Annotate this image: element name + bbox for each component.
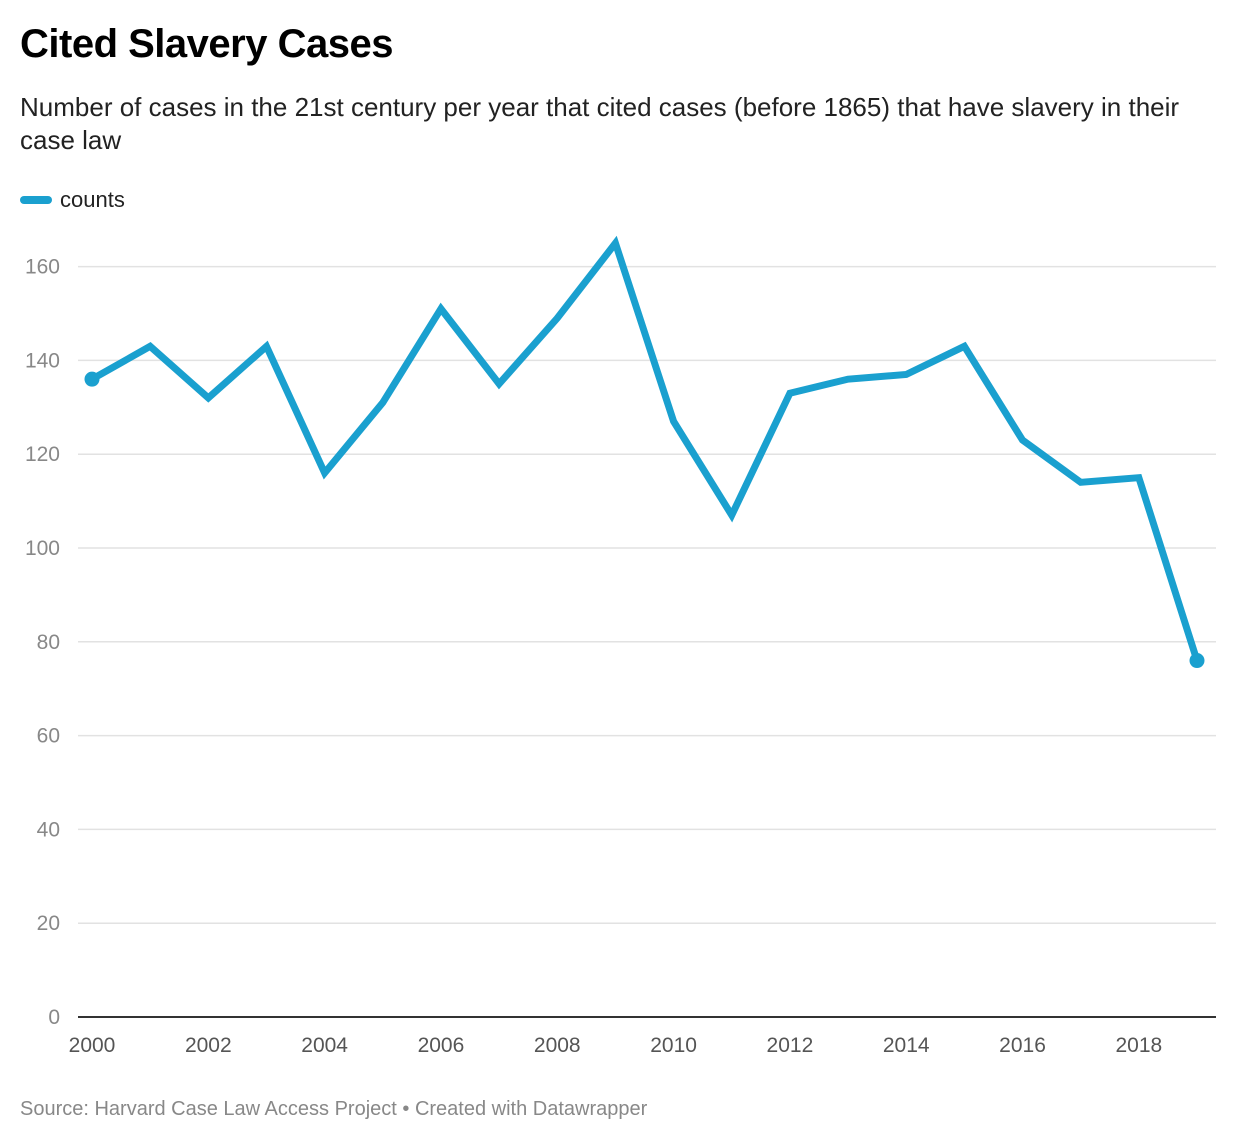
x-tick-label-2018: 2018	[1115, 1034, 1162, 1057]
chart-subtitle: Number of cases in the 21st century per …	[20, 92, 1180, 155]
source-footer: Source: Harvard Case Law Access Project …	[20, 1098, 648, 1120]
legend-label-counts: counts	[60, 187, 125, 212]
x-tick-label-2006: 2006	[418, 1034, 465, 1057]
y-tick-label-160: 160	[25, 256, 60, 279]
y-tick-label-0: 0	[48, 1006, 60, 1029]
y-tick-label-120: 120	[25, 443, 60, 466]
series-line-counts	[90, 235, 1201, 662]
y-axis-labels: 0 20 40 60 80 100 120 140 160	[25, 256, 60, 1029]
x-tick-label-2012: 2012	[767, 1034, 814, 1057]
x-tick-label-2002: 2002	[185, 1034, 232, 1057]
y-tick-label-80: 80	[37, 631, 60, 654]
y-tick-label-20: 20	[37, 912, 60, 935]
legend-swatch-counts	[20, 196, 52, 204]
y-tick-label-60: 60	[37, 725, 60, 748]
data-point-2019	[1189, 653, 1205, 669]
legend: counts	[20, 187, 125, 213]
x-axis-labels: 2000 2002 2004 2006 2008 2010 2012 2014 2016 2018	[69, 1034, 1163, 1057]
chart-title: Cited Slavery Cases	[20, 22, 393, 66]
x-tick-label-2000: 2000	[69, 1034, 116, 1057]
x-tick-label-2010: 2010	[650, 1034, 697, 1057]
grid	[78, 265, 1216, 1018]
x-tick-label-2004: 2004	[301, 1034, 348, 1057]
series-counts	[84, 235, 1205, 669]
x-tick-label-2014: 2014	[883, 1034, 930, 1057]
x-tick-label-2016: 2016	[999, 1034, 1046, 1057]
y-tick-label-100: 100	[25, 537, 60, 560]
x-tick-label-2008: 2008	[534, 1034, 581, 1057]
y-tick-label-40: 40	[37, 818, 60, 841]
data-point-2000	[84, 371, 100, 387]
y-tick-label-140: 140	[25, 349, 60, 372]
